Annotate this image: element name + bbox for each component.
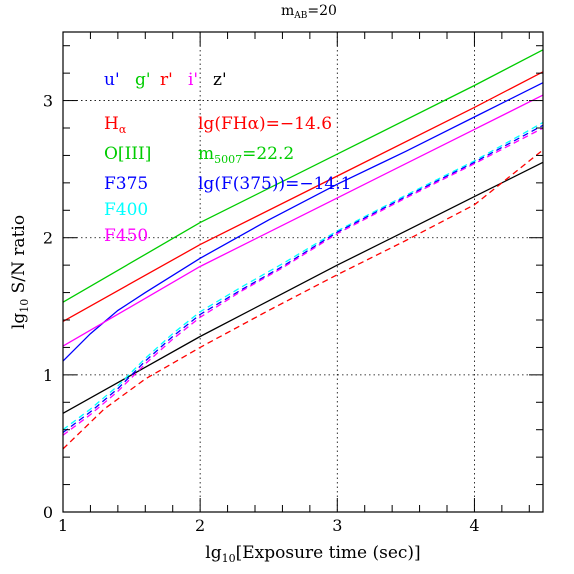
y-tick-label: 1 <box>43 366 53 385</box>
legend-filter-f375: F375 <box>104 174 148 194</box>
x-tick-labels: 1 2 3 4 <box>58 516 480 535</box>
series-lines <box>62 49 544 450</box>
y-tick-label: 2 <box>43 229 53 248</box>
grid-lines <box>63 32 543 512</box>
filter-legend: Hα O[III] F375 F400 F450 <box>104 114 151 246</box>
plot-frame <box>62 31 544 513</box>
legend-filter-f450: F450 <box>104 226 148 246</box>
y-axis-label: lg10 S/N ratio <box>9 215 31 329</box>
x-axis-label: lg10[Exposure time (sec)] <box>205 543 420 565</box>
legend-band-z: z' <box>213 70 227 90</box>
annotation-halpha-flux: lg(FHα)=−14.6 <box>198 114 332 134</box>
y-tick-label: 3 <box>43 92 53 111</box>
x-tick-label: 2 <box>195 516 205 535</box>
legend-filter-oiii: O[III] <box>104 144 151 164</box>
y-tick-labels: 0 1 2 3 <box>43 92 53 522</box>
legend-band-i: i' <box>188 70 198 90</box>
x-tick-label: 3 <box>332 516 342 535</box>
flux-annotations: lg(FHα)=−14.6 m5007=22.2 lg(F(375))=−14.… <box>198 114 351 194</box>
series-line-6 <box>62 121 544 431</box>
legend-filter-halpha: Hα <box>104 114 127 136</box>
series-line-9 <box>62 149 544 450</box>
series-line-1 <box>62 49 544 303</box>
series-line-2 <box>62 71 544 322</box>
band-legend: u' g' r' i' z' <box>104 70 227 90</box>
annotation-f375-flux: lg(F(375))=−14.1 <box>198 174 351 194</box>
series-line-7 <box>62 124 544 434</box>
legend-band-u: u' <box>104 70 120 90</box>
chart-title: mAB=20 <box>281 3 337 21</box>
y-tick-label: 0 <box>43 503 53 522</box>
legend-band-g: g' <box>135 70 151 90</box>
series-line-5 <box>62 161 544 414</box>
series-line-8 <box>62 127 544 436</box>
legend-filter-f400: F400 <box>104 200 148 220</box>
axis-ticks <box>62 32 543 513</box>
series-line-4 <box>62 94 544 347</box>
x-tick-label: 4 <box>469 516 479 535</box>
annotation-m5007: m5007=22.2 <box>198 144 294 166</box>
x-tick-label: 1 <box>58 516 68 535</box>
legend-band-r: r' <box>160 70 173 90</box>
